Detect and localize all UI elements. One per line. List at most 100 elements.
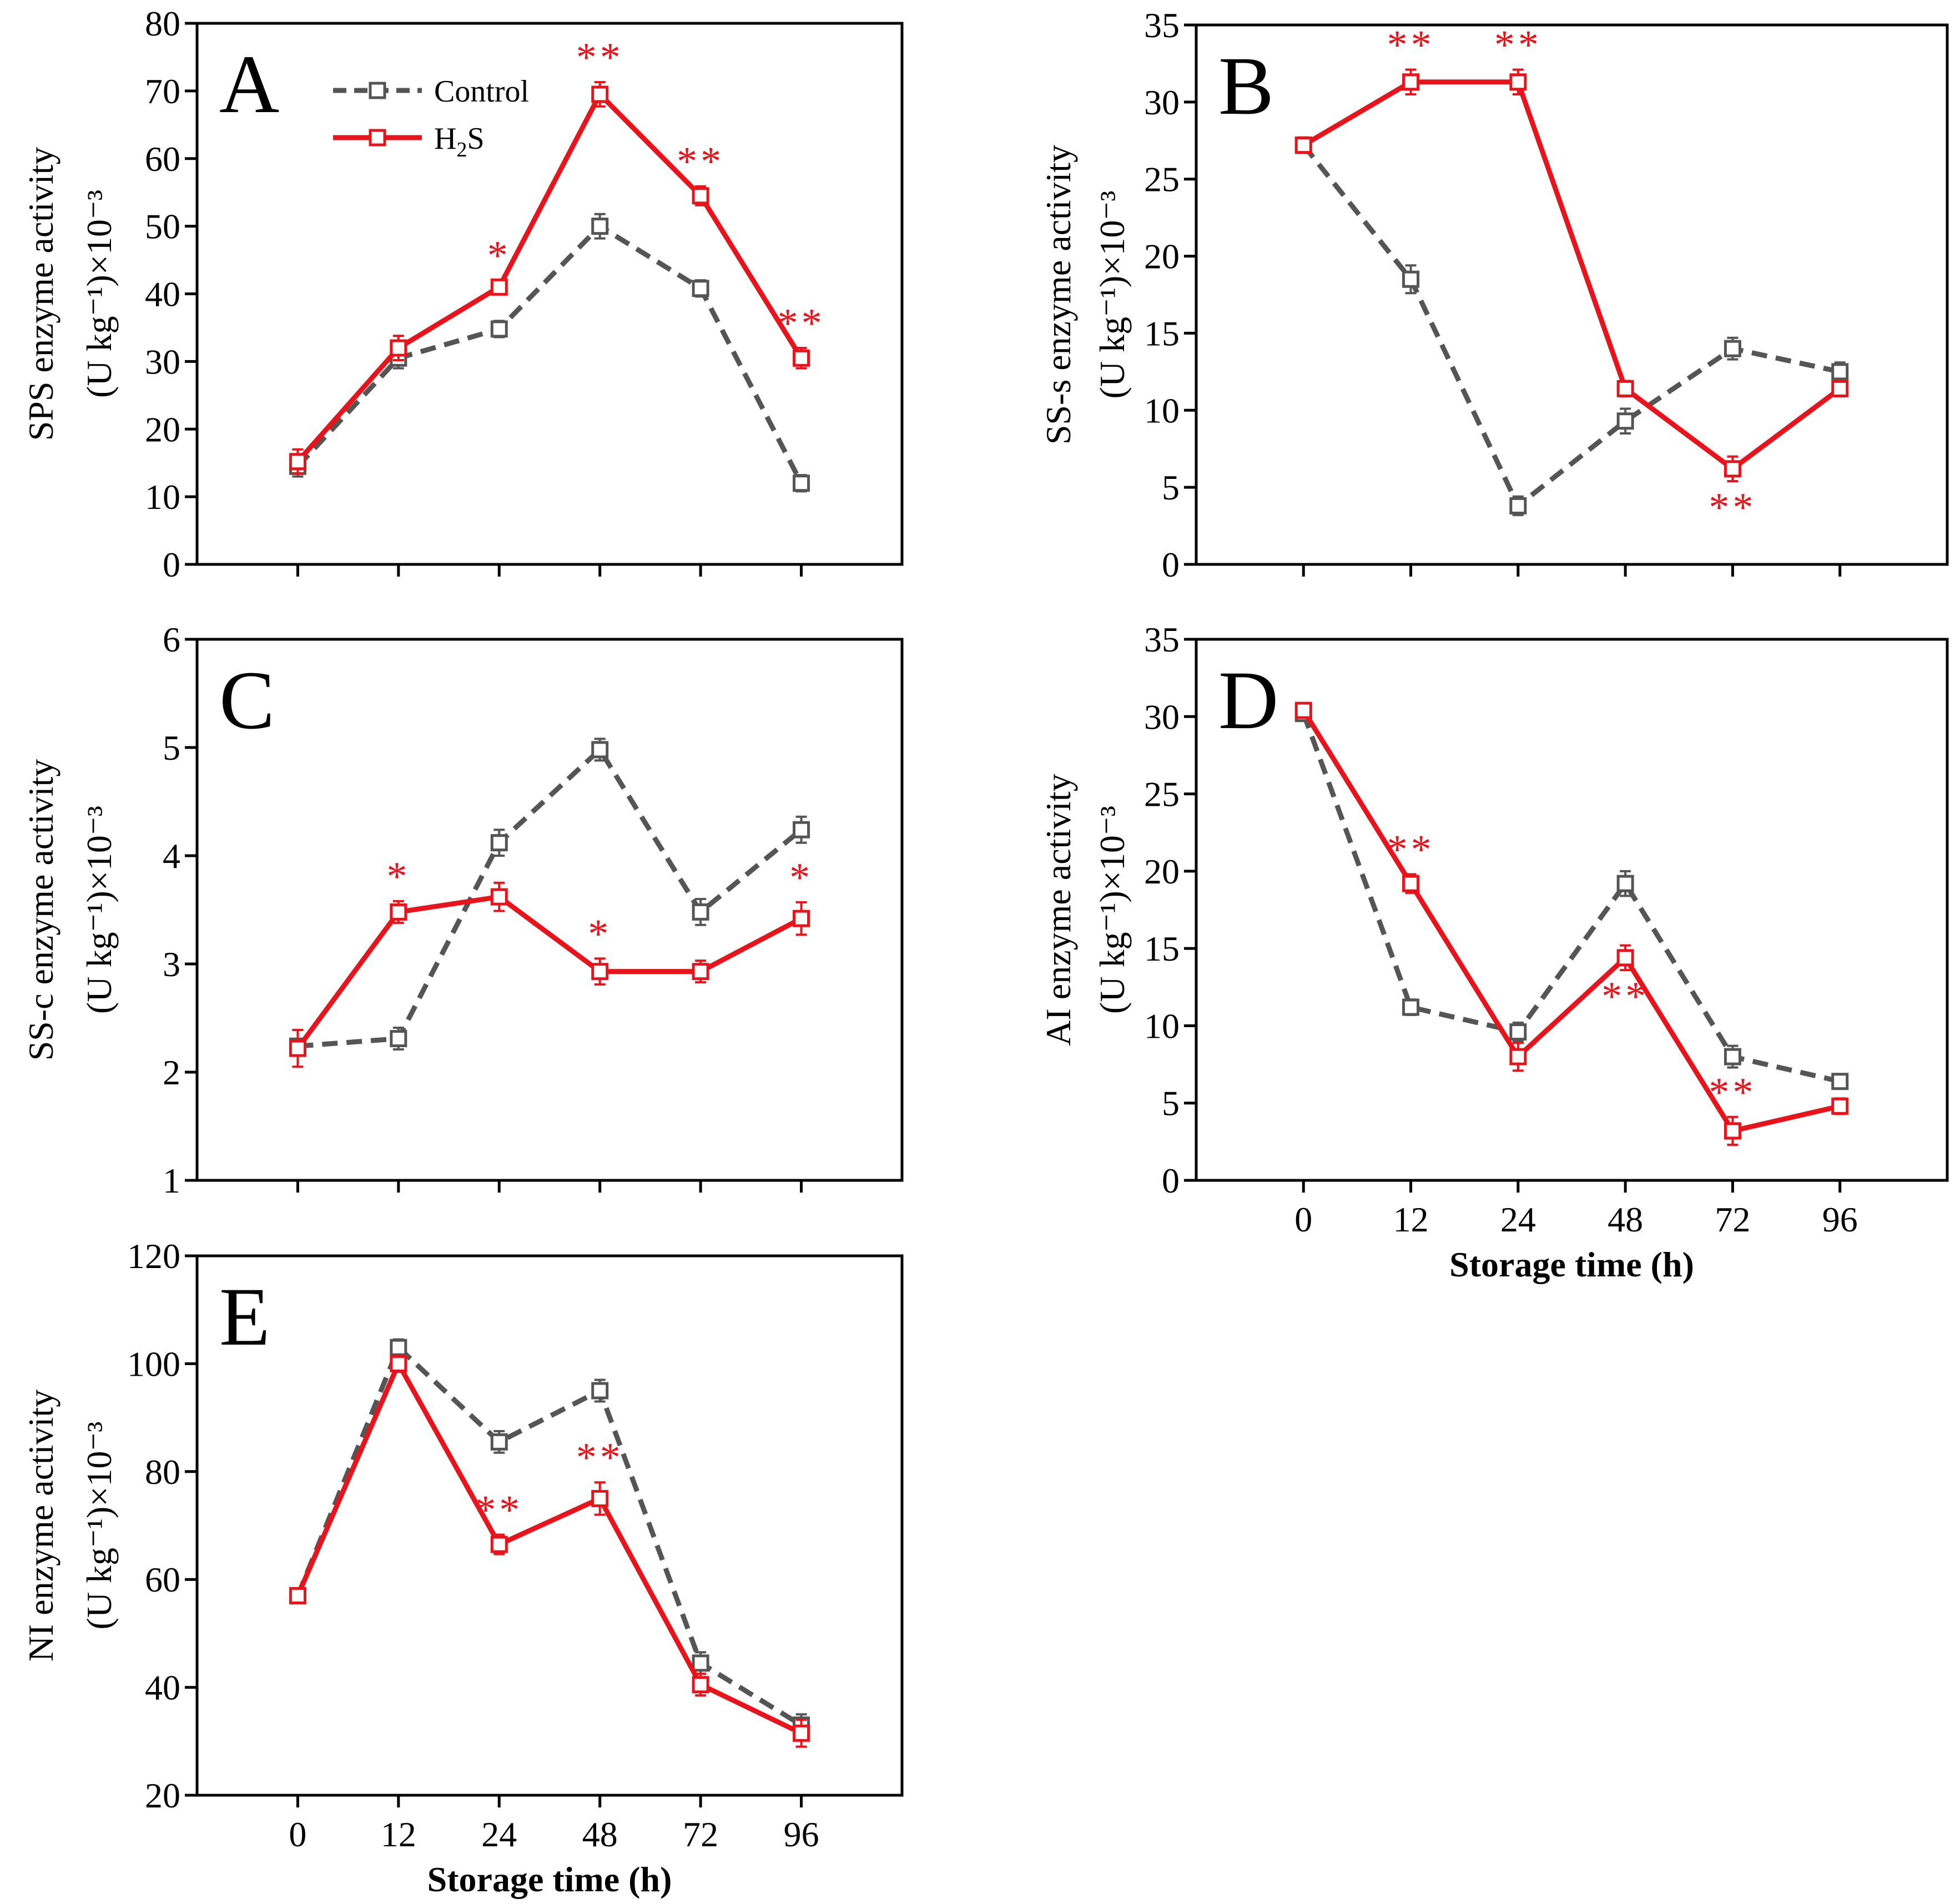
plot-frame: [1195, 638, 1949, 1182]
legend-h2s-main: H: [434, 122, 456, 156]
y-tick-label: 10: [145, 477, 180, 517]
significance-marker: **: [576, 35, 624, 80]
panel-A: 0 10 20 30 40 50 60 70 80 SPS enzyme activity (U k…: [21, 4, 904, 584]
legend-h2s-sub: 2: [456, 138, 467, 161]
panel-letter: E: [219, 1271, 270, 1363]
panel-D: 0 5 10 15 20 25 30 35 0 12 24 48 72 96 Storage time (h…: [1039, 620, 1949, 1284]
data-point: [793, 821, 810, 839]
y-tick-label: 3: [163, 945, 180, 984]
y-tick-label: 20: [145, 1776, 180, 1815]
x-axis-title: Storage time (h): [427, 1860, 672, 1899]
y-axis-unit: (U kg⁻¹)×10⁻³: [79, 806, 119, 1014]
x-axis-title: Storage time (h): [1449, 1245, 1694, 1284]
y-axis-title: NI enzyme activity: [21, 1390, 61, 1661]
data-point: [1724, 1122, 1741, 1140]
y-tick-label: 20: [145, 410, 180, 449]
data-point: [390, 339, 407, 357]
data-point: [591, 1489, 609, 1507]
data-point: [490, 834, 508, 852]
data-point: [1724, 1048, 1741, 1065]
data-point: [793, 349, 810, 367]
y-axis-unit: (U kg⁻¹)×10⁻³: [1092, 806, 1132, 1014]
plot-frame: [195, 638, 904, 1182]
series-line-h2s: [1301, 709, 1841, 1134]
series-control: [289, 738, 810, 1055]
data-point: [490, 888, 508, 906]
significance-marker: *: [386, 854, 410, 900]
x-tick-label: 48: [1608, 1200, 1643, 1239]
series-line-h2s: [295, 894, 803, 1050]
y-tick-label: 0: [1162, 545, 1180, 584]
series-control: [289, 213, 810, 493]
y-tick-label: 0: [1162, 1161, 1180, 1200]
data-point: [1831, 363, 1849, 381]
y-axis-title: SS-s enzyme activity: [1039, 145, 1078, 445]
data-point: [1831, 1097, 1849, 1115]
data-point: [1724, 340, 1741, 357]
data-point: [591, 741, 609, 759]
panel-C: 1 2 3 4 5 6 SS-c enzyme activity (U kg⁻¹)×10⁻³ C…: [21, 620, 904, 1200]
y-tick-label: 60: [145, 1560, 180, 1599]
significance-marker: **: [1709, 1070, 1756, 1115]
y-tick-label: 20: [1144, 852, 1180, 891]
significance-marker: **: [1709, 485, 1756, 531]
y-tick-label: 100: [127, 1344, 180, 1383]
significance-marker: *: [588, 911, 612, 957]
y-tick-label: 25: [1144, 775, 1180, 814]
series-line-control: [298, 747, 803, 1049]
panel-letter: C: [219, 654, 275, 746]
series-h2s: [289, 81, 810, 475]
x-tick-label: 24: [1500, 1200, 1536, 1239]
significance-marker: *: [487, 233, 511, 279]
y-axis-unit: (U kg⁻¹)×10⁻³: [1092, 191, 1132, 399]
data-point: [793, 910, 810, 927]
y-axis-title: SPS enzyme activity: [21, 147, 61, 441]
data-point: [1831, 1073, 1849, 1090]
legend-marker-control: [369, 82, 386, 99]
legend: Control H2S: [333, 74, 529, 161]
y-tick-label: 40: [145, 1668, 180, 1708]
x-tick-label: 24: [481, 1815, 517, 1854]
series-line-control: [295, 1345, 803, 1728]
data-point: [1402, 998, 1420, 1016]
data-point: [1509, 1048, 1527, 1065]
y-tick-label: 10: [1144, 391, 1180, 430]
series-line-control: [296, 224, 804, 484]
data-point: [692, 187, 709, 205]
x-tick-label: 12: [381, 1815, 416, 1854]
data-point: [1402, 875, 1420, 892]
significance-marker: *: [789, 855, 813, 901]
y-tick-label: 10: [1144, 1006, 1180, 1046]
series-line-h2s: [296, 92, 804, 463]
data-point: [390, 903, 407, 921]
data-point: [591, 218, 609, 235]
series-control: [1294, 136, 1849, 517]
y-tick-label: 30: [145, 342, 180, 381]
significance-marker: **: [1494, 23, 1542, 68]
plot-frame: [1195, 23, 1949, 566]
data-point: [1402, 73, 1420, 91]
y-tick-label: 0: [163, 545, 180, 584]
y-tick-label: 6: [163, 620, 180, 659]
legend-label-control: Control: [434, 74, 529, 109]
y-tick-label: 35: [1144, 620, 1180, 659]
data-point: [1509, 1023, 1527, 1041]
y-tick-label: 60: [145, 139, 180, 179]
data-point: [1509, 497, 1527, 514]
y-tick-label: 80: [145, 1452, 180, 1492]
x-tick-label: 12: [1393, 1200, 1429, 1239]
data-point: [490, 1433, 508, 1451]
data-point: [289, 1587, 306, 1604]
x-tick-label: 72: [683, 1815, 718, 1854]
x-tick-label: 0: [1294, 1200, 1312, 1239]
y-tick-label: 40: [145, 275, 180, 314]
data-point: [1402, 270, 1420, 288]
data-point: [692, 280, 709, 297]
y-tick-label: 25: [1144, 160, 1180, 199]
panel-E: 20 40 60 80 100 120 0 12 24 48 72 96 Storage time (h…: [21, 1236, 904, 1899]
series-line-h2s: [1302, 79, 1842, 472]
panel-letter: D: [1218, 654, 1278, 746]
data-point: [289, 1039, 306, 1057]
data-point: [1509, 73, 1527, 91]
